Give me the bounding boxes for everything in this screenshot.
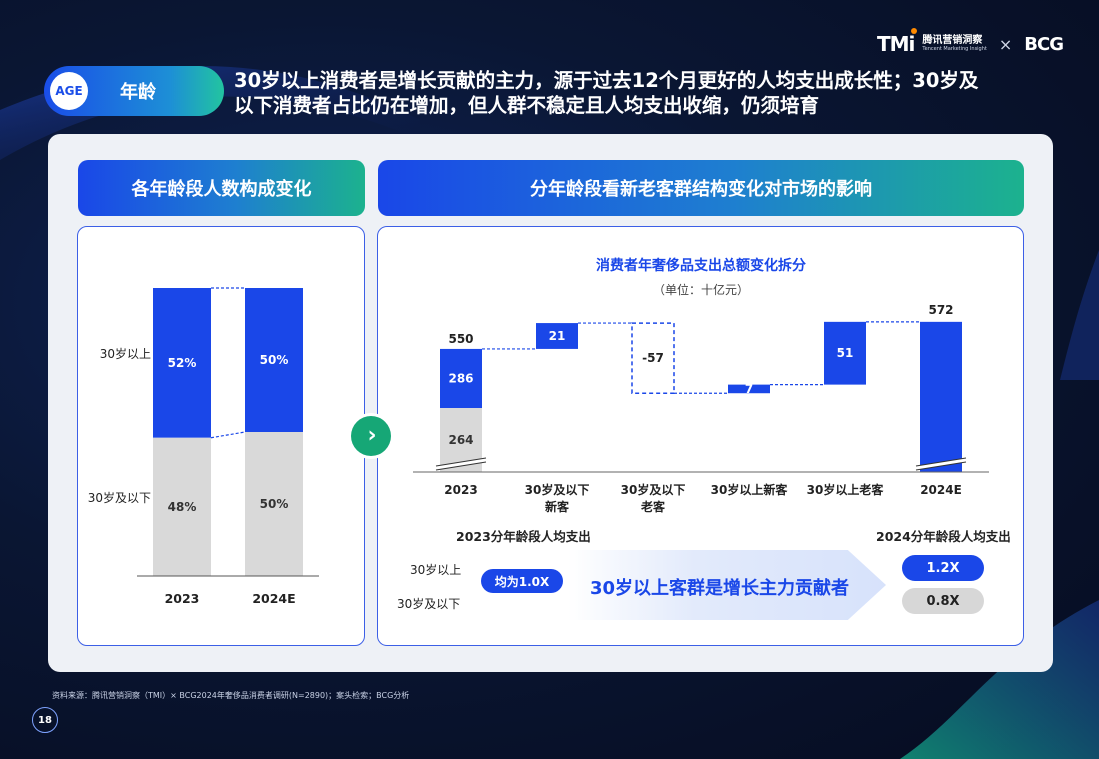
age-tag-label: 年龄 <box>120 82 156 103</box>
tmi-logo: TMi <box>877 28 918 56</box>
waterfall-category-label: 30岁及以下 <box>621 482 686 497</box>
waterfall-value-label: -57 <box>642 351 664 365</box>
waterfall-category-label: 30岁以上老客 <box>807 482 885 497</box>
age-composition-chart: 52% 48% 2023 50% 50% 2024E 30岁以上 30岁及以下 <box>88 287 319 606</box>
waterfall-subtitle: （单位：十亿元） <box>653 282 749 297</box>
waterfall-category-label: 新客 <box>545 499 570 514</box>
waterfall-value-label: 21 <box>549 329 566 343</box>
waterfall-title: 消费者年奢侈品支出总额变化拆分 <box>596 257 806 274</box>
connector-line <box>210 431 246 439</box>
stack-bar-under30 <box>245 432 303 576</box>
waterfall-bar <box>536 323 578 349</box>
page-number: 18 <box>32 707 58 733</box>
waterfall-category-label: 2024E <box>920 483 962 497</box>
waterfall-bar <box>728 384 770 394</box>
waterfall-category-label: 30岁及以下 <box>525 482 590 497</box>
right-section-title: 分年龄段看新老客群结构变化对市场的影响 <box>530 179 872 200</box>
stack-label-over30: 50% <box>260 353 289 367</box>
right-section-header: 分年龄段看新老客群结构变化对市场的影响 <box>378 160 1024 216</box>
baseline-spend-pill: 均为1.0X <box>481 569 563 593</box>
spending-waterfall-chart: 消费者年奢侈品支出总额变化拆分 （单位：十亿元） 286 264 550 21 -57 7 51… <box>413 257 989 514</box>
axis-break-mark <box>915 457 967 467</box>
waterfall-label-264: 264 <box>448 433 473 447</box>
legend-under30: 30岁及以下 <box>88 490 151 505</box>
stack-category-label: 2024E <box>252 591 295 606</box>
headline-line-1: 30岁以上消费者是增长贡献的主力，源于过去12个月更好的人均支出成长性；30岁及 <box>234 69 979 92</box>
waterfall-category-label: 30岁以上新客 <box>711 482 789 497</box>
waterfall-bar <box>920 321 962 472</box>
brand-logos: TMi 腾讯营销洞察 Tencent Marketing Insight × B… <box>877 28 1064 56</box>
waterfall-bar <box>824 321 866 385</box>
under30-2024-spend-pill: 0.8X <box>902 588 984 614</box>
axis-break-gap <box>915 458 967 470</box>
headline-line-2: 以下消费者占比仍在增加，但人群不稳定且人均支出收缩，仍须培育 <box>234 94 820 117</box>
legend-over30: 30岁以上 <box>100 346 151 361</box>
waterfall-value-label: 51 <box>837 346 854 360</box>
waterfall-total-label: 550 <box>448 332 473 346</box>
row-label-under30: 30岁及以下 <box>397 597 461 611</box>
axis-break-mark <box>915 461 967 471</box>
bcg-logo: BCG <box>1024 33 1064 55</box>
waterfall-category-label: 老客 <box>641 499 666 514</box>
stack-label-under30: 48% <box>168 500 197 514</box>
axis-break-gap <box>435 458 487 470</box>
spend-2023-title: 2023分年龄段人均支出 <box>456 529 591 544</box>
waterfall-value-label: 7 <box>745 382 753 396</box>
age-tag: AGE 年龄 <box>44 66 224 116</box>
left-section-title: 各年龄段人数构成变化 <box>131 179 312 200</box>
tmi-logo-text: 腾讯营销洞察 Tencent Marketing Insight <box>922 36 986 52</box>
logo-separator: × <box>998 34 1013 54</box>
stack-bar-over30 <box>153 288 211 438</box>
tmi-name-cn: 腾讯营销洞察 <box>922 35 983 46</box>
next-arrow-icon: › <box>351 416 391 456</box>
stack-label-under30: 50% <box>260 497 289 511</box>
stack-label-over30: 52% <box>168 356 197 370</box>
waterfall-label-286: 286 <box>448 371 473 385</box>
age-badge: AGE <box>50 72 88 110</box>
row-label-over30: 30岁以上 <box>410 563 462 577</box>
spend-2024-title: 2024分年龄段人均支出 <box>876 529 1011 544</box>
axis-break-mark <box>435 457 487 467</box>
stack-category-label: 2023 <box>165 591 200 606</box>
stack-bar-under30 <box>153 437 211 576</box>
tmi-name-en: Tencent Marketing Insight <box>922 46 987 52</box>
left-section-header: 各年龄段人数构成变化 <box>78 160 365 216</box>
waterfall-bar-2023-over30 <box>440 348 482 408</box>
growth-message: 30岁以上客群是增长主力贡献者 <box>590 578 850 599</box>
stack-bar-over30 <box>245 288 303 432</box>
waterfall-total-label: 572 <box>928 303 953 317</box>
message-banner <box>568 550 886 620</box>
over30-2024-spend-pill: 1.2X <box>902 555 984 581</box>
waterfall-bar-negative <box>631 322 675 394</box>
waterfall-category-label: 2023 <box>444 483 477 497</box>
source-note: 资料来源：腾讯营销洞察（TMI）× BCG2024年奢侈品消费者调研(N=289… <box>52 691 410 700</box>
headline: 30岁以上消费者是增长贡献的主力，源于过去12个月更好的人均支出成长性；30岁及… <box>234 68 1054 118</box>
axis-break-mark <box>435 461 487 471</box>
